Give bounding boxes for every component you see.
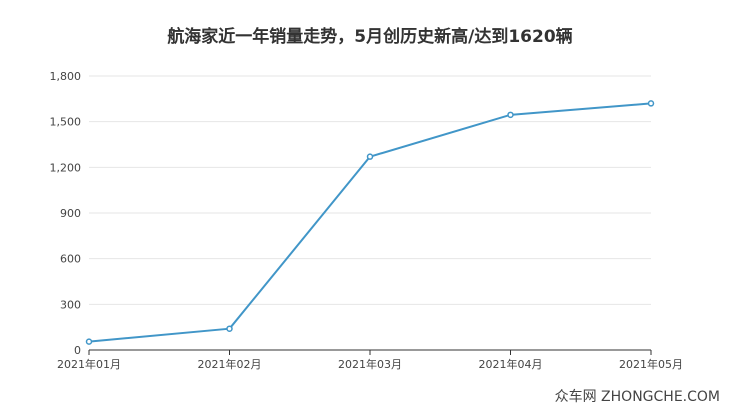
x-axis: 2021年01月 2021年02月 2021年03月 2021年04月 2021年05月	[57, 349, 683, 371]
x-tick-label: 2021年03月	[338, 357, 402, 371]
x-tick-label: 2021年05月	[619, 357, 683, 371]
x-tick-label: 2021年01月	[57, 357, 121, 371]
y-tick-label: 1,200	[50, 161, 82, 174]
y-tick-label: 1,800	[50, 70, 82, 83]
y-tick-label: 1,500	[50, 116, 82, 129]
data-point	[85, 338, 93, 345]
x-tick-label: 2021年04月	[479, 357, 543, 371]
grid-lines	[89, 75, 651, 305]
series-line	[88, 102, 652, 343]
x-tick-label: 2021年02月	[198, 357, 262, 371]
series-layer	[85, 100, 655, 345]
y-tick-label: 900	[60, 207, 81, 220]
chart-title: 航海家近一年销量走势，5月创历史新高/达到1620辆	[167, 27, 573, 47]
watermark-text: 众车网 ZHONGCHE.COM	[554, 389, 720, 405]
y-tick-label: 300	[60, 298, 81, 311]
data-point	[507, 111, 514, 119]
data-point	[226, 325, 233, 332]
data-point	[366, 153, 374, 160]
y-axis: 0 300 600 900 1,200 1,500 1,800	[50, 70, 82, 357]
y-tick-label: 0	[74, 344, 81, 357]
y-tick-label: 600	[60, 253, 81, 266]
data-point	[647, 100, 655, 107]
